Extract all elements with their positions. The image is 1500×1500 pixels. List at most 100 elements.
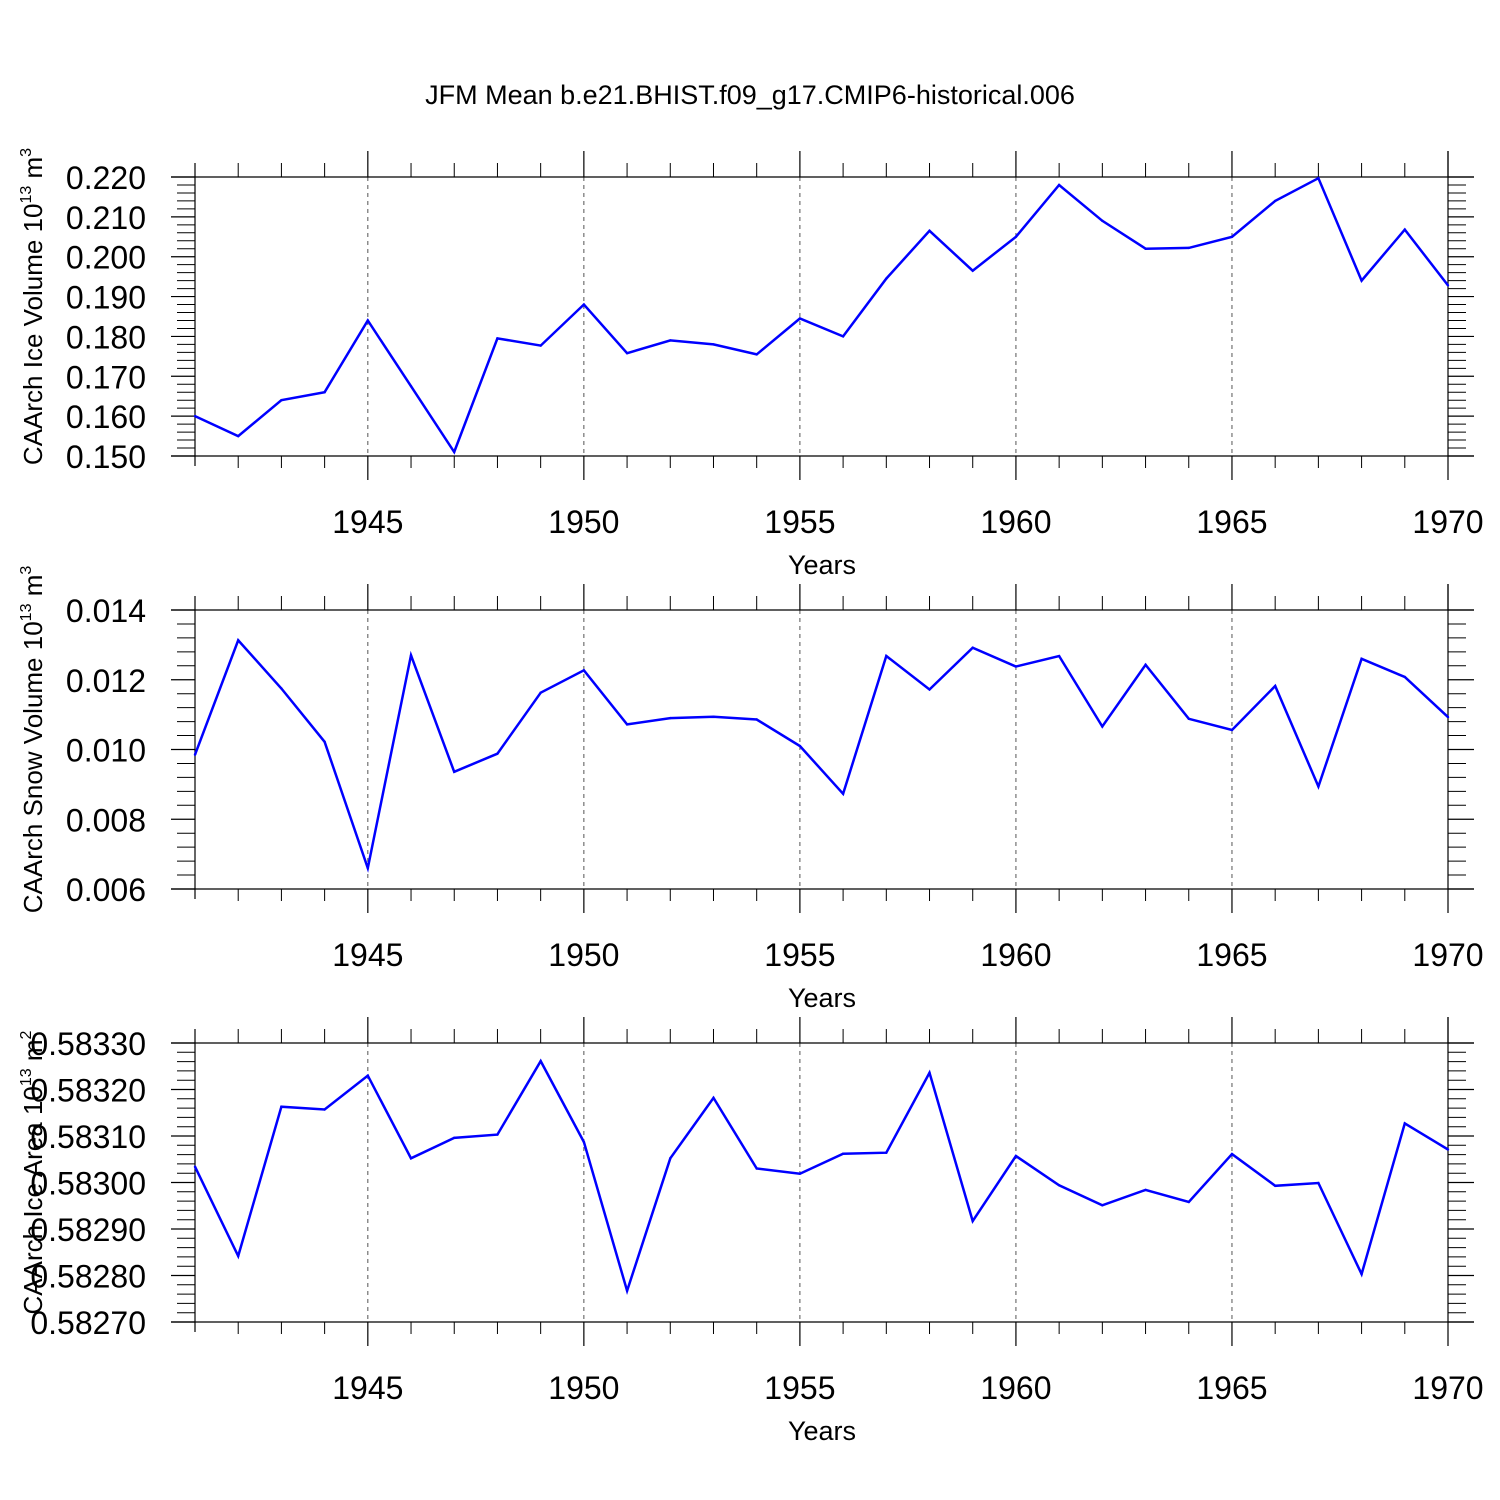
x-tick-label: 1950 [548,1370,619,1406]
x-tick-label: 1945 [332,504,403,540]
data-point [453,770,456,774]
ice-volume-panel: 1945 1950 1955 1960 1965 1970 0.150 0.160 0.170 0… [18,148,1484,580]
data-point [1230,235,1234,238]
data-line [193,637,1449,873]
x-tick-label: 1965 [1196,504,1267,540]
x-tick-label: 1950 [548,937,619,973]
data-point [1144,1188,1147,1192]
data-point [409,654,413,657]
data-point [280,399,283,402]
data-point [1057,654,1061,658]
data-point [237,434,240,438]
chart-title: JFM Mean b.e21.BHIST.f09_g17.CMIP6-histo… [425,80,1075,110]
y-tick-label: 0.008 [66,802,146,838]
data-point [323,1108,326,1111]
data-point [1187,717,1190,721]
y-tick-label: 0.014 [66,593,146,629]
data-point [755,1167,758,1170]
data-point [539,344,542,347]
data-point [1360,279,1363,282]
y-tick-label: 0.012 [66,663,146,699]
x-tick-label: 1970 [1412,937,1483,973]
ice-area-panel: 1945 1950 1955 1960 1965 1970 0.58270 0.58280 0.… [18,1017,1484,1446]
x-axis-label: Years [788,550,856,580]
data-point [971,646,974,649]
data-point [496,752,499,755]
data-point [237,1254,240,1258]
x-tick-label: 1960 [980,504,1051,540]
data-point [798,1172,802,1175]
data-point [496,337,499,340]
data-point [1360,1272,1363,1276]
data-point [1057,183,1061,187]
data-point [625,1289,629,1293]
y-tick-label: 0.58290 [30,1212,146,1248]
y-tick-label: 0.58320 [30,1073,146,1109]
data-point [1273,684,1277,688]
x-axis-label: Years [788,983,856,1013]
data-point [1360,657,1363,661]
data-point [280,687,283,690]
data-point [323,391,326,394]
data-point [1403,675,1406,679]
data-point [841,335,845,338]
x-tick-label: 1970 [1412,504,1483,540]
data-point [1014,665,1018,668]
data-point [1144,247,1147,250]
data-point [582,303,586,306]
data-point [582,1140,586,1144]
data-point [841,792,845,795]
data-point [409,1157,413,1160]
y-tick-label: 0.58310 [30,1119,146,1155]
data-line [194,176,1449,455]
data-point [193,414,197,418]
data-point [1446,715,1450,719]
x-tick-label: 1965 [1196,937,1267,973]
y-axis-label: CAArch Snow Volume 1013 m3 [18,566,48,914]
data-point [237,639,240,642]
y-tick-label: 0.220 [66,160,146,196]
data-point [885,654,888,658]
y-tick-label: 0.006 [66,872,146,908]
data-point [323,740,326,744]
data-point [366,866,370,870]
data-point [1014,1154,1018,1158]
data-point [1057,1184,1061,1187]
data-point [625,351,629,355]
data-point [280,1105,283,1108]
data-point [1273,1184,1277,1187]
data-point [755,718,758,721]
x-tick-label: 1970 [1412,1370,1483,1406]
x-tick-label: 1955 [764,504,835,540]
y-tick-label: 0.010 [66,733,146,769]
data-point [712,1096,715,1100]
data-point [928,1071,931,1074]
x-tick-label: 1965 [1196,1370,1267,1406]
x-tick-label: 1945 [332,1370,403,1406]
data-point [409,385,413,388]
y-tick-label: 0.58280 [30,1259,146,1295]
data-point [1317,1181,1320,1185]
data-point [712,715,715,718]
data-point [885,277,888,280]
data-point [193,753,197,756]
data-point [1144,663,1147,666]
data-point [1230,1152,1234,1156]
data-line [193,1058,1449,1296]
x-axis-label: Years [788,1416,856,1446]
data-point [1403,1122,1406,1125]
data-point [928,229,931,233]
y-tick-label: 0.160 [66,399,146,435]
y-tick-label: 0.200 [66,240,146,276]
data-point [1101,1204,1104,1207]
data-point [539,1059,542,1063]
data-point [669,339,672,342]
data-point [669,1157,672,1160]
data-point [798,317,802,320]
data-point [453,1136,456,1140]
y-tick-label: 0.58300 [30,1166,146,1202]
data-point [669,716,672,720]
data-point [1317,176,1320,180]
data-point [582,669,586,672]
